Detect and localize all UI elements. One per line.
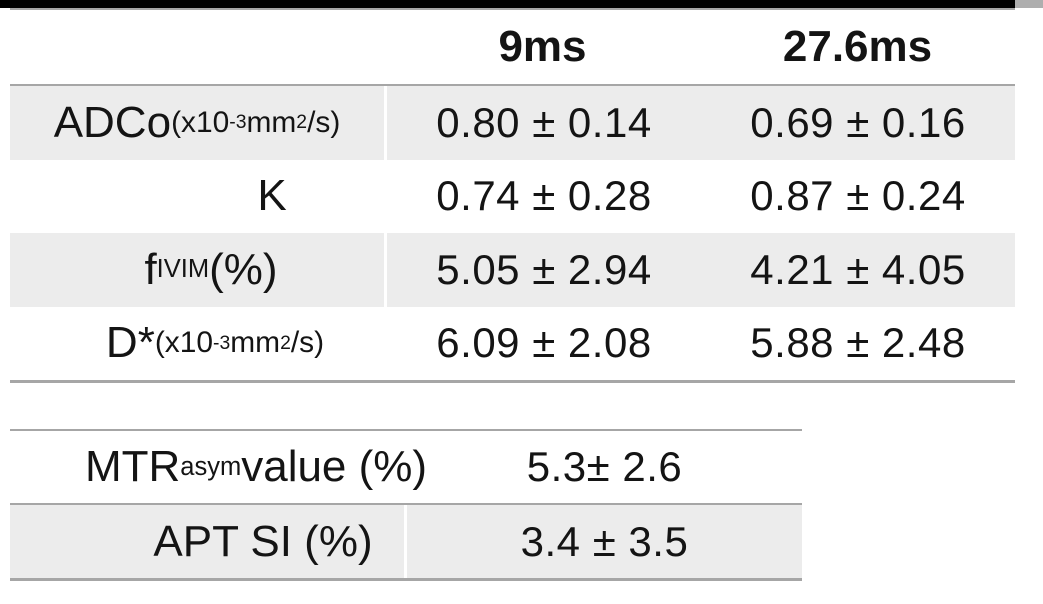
value-aptsi: 3.4 ± 3.5	[407, 505, 802, 578]
value-adco-27-6ms: 0.69 ± 0.16	[750, 98, 966, 146]
value-dstar-9ms: 6.09 ± 2.08	[436, 319, 652, 367]
value-fivim-27-6ms: 4.21 ± 4.05	[750, 245, 966, 293]
value-k-27-6ms: 0.87 ± 0.24	[750, 172, 966, 220]
value-dstar-27-6ms: 5.88 ± 2.48	[750, 319, 966, 367]
table1-top-border-tail	[1015, 0, 1043, 8]
table1-header-row: 9ms 27.6ms	[10, 10, 1015, 84]
row-values-adco: 0.80 ± 0.14 0.69 ± 0.16	[387, 86, 1015, 160]
row-label-mtrasym: MTR asym value (%)	[84, 442, 428, 491]
value-mtrasym: 5.3± 2.6	[526, 443, 683, 490]
table-row-k: K 0.74 ± 0.28 0.87 ± 0.24	[10, 160, 1015, 234]
column-header-9ms: 9ms	[498, 22, 587, 71]
row-values-dstar: 6.09 ± 2.08 5.88 ± 2.48	[387, 307, 1015, 381]
table1-header-divider	[10, 84, 1015, 86]
table-row-fivim: f IVIM (%) 5.05 ± 2.94 4.21 ± 4.05	[10, 233, 1015, 307]
row-values-k: 0.74 ± 0.28 0.87 ± 0.24	[387, 160, 1015, 234]
table1-bottom-line	[10, 380, 1015, 383]
table1-top-border	[0, 0, 1015, 8]
column-header-27-6ms: 27.6ms	[782, 22, 933, 71]
table-row-adco: ADCo (x10 -3 mm 2/s) 0.80 ± 0.14 0.69 ± 0.…	[10, 86, 1015, 160]
table2-row-divider	[10, 503, 802, 505]
table-row-dstar: D* (x10 -3 mm 2/s) 6.09 ± 2.08 5.88 ± 2.48	[10, 307, 1015, 381]
row-label-dstar: D* (x10 -3 mm 2/s)	[105, 318, 325, 368]
value-adco-9ms: 0.80 ± 0.14	[436, 98, 652, 146]
row-values-fivim: 5.05 ± 2.94 4.21 ± 4.05	[387, 233, 1015, 307]
value-k-9ms: 0.74 ± 0.28	[436, 172, 652, 220]
table-row-aptsi: APT SI (%) 3.4 ± 3.5	[10, 505, 802, 578]
value-fivim-9ms: 5.05 ± 2.94	[436, 245, 652, 293]
row-label-adco: ADCo (x10 -3 mm 2/s)	[10, 86, 384, 160]
table-row-mtrasym: MTR asym value (%) 5.3± 2.6	[10, 431, 802, 503]
table1-body: ADCo (x10 -3 mm 2/s) 0.80 ± 0.14 0.69 ± 0.…	[10, 86, 1015, 380]
row-label-k: K	[257, 171, 287, 221]
table1-top-line	[10, 8, 1015, 10]
row-label-fivim: f IVIM (%)	[10, 233, 384, 307]
table2-top-line	[10, 429, 802, 431]
table2-bottom-line	[10, 578, 802, 581]
row-label-aptsi: APT SI (%)	[10, 505, 404, 578]
